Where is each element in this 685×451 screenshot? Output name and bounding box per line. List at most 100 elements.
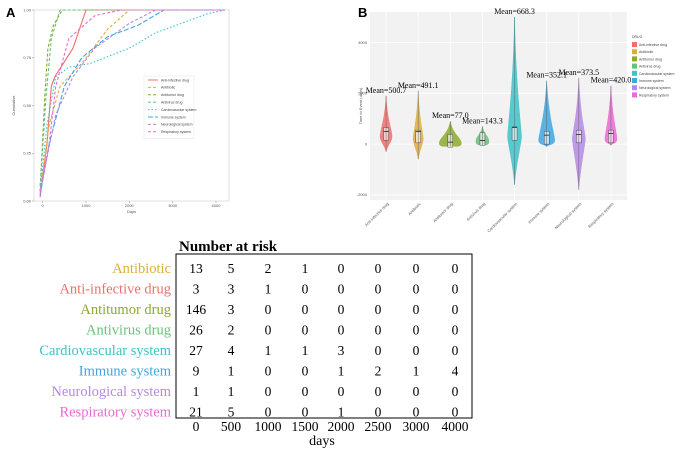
legend-label-a: Neurological system	[161, 123, 193, 127]
legend-label-b: Immune system	[639, 79, 664, 83]
x-tick-label-a: 3000	[168, 203, 178, 208]
category-label-b: Respiratory system	[587, 201, 615, 229]
legend-swatch-b	[632, 56, 637, 62]
y-tick-label-a: 1.00	[23, 7, 32, 12]
risk-cell: 3	[228, 282, 235, 297]
risk-cell: 1	[338, 405, 345, 420]
risk-table-title: Number at risk	[179, 239, 278, 255]
risk-cell: 1	[228, 364, 235, 379]
panel-b-label: B	[358, 5, 367, 20]
risk-cell: 0	[452, 343, 459, 358]
risk-cell: 0	[338, 261, 345, 276]
risk-column-label: 2500	[365, 419, 392, 434]
risk-cell: 0	[265, 323, 272, 338]
legend-label-b: Cardiovascular system	[639, 72, 674, 76]
risk-cell: 1	[338, 364, 345, 379]
risk-cell: 26	[189, 323, 203, 338]
mean-label: Mean=500.7	[366, 86, 407, 95]
series-line-immune	[39, 9, 225, 196]
panel-a-label: A	[6, 5, 16, 20]
category-label-b: Immune system	[527, 201, 551, 225]
risk-column-label: 2000	[328, 419, 355, 434]
x-tick-label-a: 2000	[125, 203, 135, 208]
y-tick-label-a: 0.75	[23, 55, 32, 60]
risk-row-label: Antitumor drug	[80, 302, 171, 318]
risk-row-label: Antibiotic	[112, 261, 171, 277]
risk-cell: 0	[452, 405, 459, 420]
risk-cell: 0	[452, 261, 459, 276]
y-axis-label-b: Time to Event (days)	[358, 87, 363, 124]
risk-cell: 0	[413, 405, 420, 420]
risk-cell: 1	[302, 343, 309, 358]
risk-column-label: 0	[193, 419, 200, 434]
risk-cell: 146	[186, 302, 207, 317]
mean-label: Mean=420.0	[591, 76, 632, 85]
category-label-b: Antitumor drug	[432, 201, 454, 223]
risk-cell: 1	[228, 384, 235, 399]
risk-cell: 0	[375, 384, 382, 399]
y-tick-label-a: 0.00	[23, 198, 32, 203]
legend-title-b: DRUG	[632, 35, 643, 39]
plot-area-a	[33, 9, 230, 202]
risk-cell: 1	[193, 384, 200, 399]
risk-column-label: 1000	[255, 419, 282, 434]
y-axis-label-a: Cumulative	[11, 95, 16, 116]
risk-cell: 3	[338, 343, 345, 358]
mean-label: Mean=668.3	[494, 7, 535, 16]
mean-label: Mean=373.5	[558, 68, 599, 77]
risk-cell: 0	[413, 323, 420, 338]
risk-cell: 4	[452, 364, 459, 379]
risk-cell: 2	[228, 323, 235, 338]
x-tick-label-a: 4000	[212, 203, 222, 208]
risk-cell: 5	[228, 405, 235, 420]
risk-cell: 0	[452, 302, 459, 317]
legend-box-a	[143, 75, 195, 139]
risk-cell: 0	[338, 323, 345, 338]
legend-label-b: Neurological system	[639, 86, 671, 90]
risk-cell: 4	[228, 343, 235, 358]
category-label-b: Antivirus drug	[465, 201, 486, 222]
risk-row-label: Immune system	[79, 364, 172, 380]
risk-cell: 0	[375, 323, 382, 338]
risk-cell: 0	[413, 282, 420, 297]
legend-label-a: Antitumor drug	[161, 93, 184, 97]
risk-cell: 0	[302, 302, 309, 317]
risk-cell: 1	[265, 343, 272, 358]
risk-column-label: 1500	[292, 419, 319, 434]
risk-cell: 3	[228, 302, 235, 317]
cumulative-line-chart: 0.00 0.25 0.50 0.75 1.00 0 1000 2000 3000 4000 Day…	[11, 7, 230, 214]
category-label-b: Cardiovascular system	[486, 201, 519, 234]
y-tick-label-b: 4000	[358, 40, 368, 45]
risk-cell: 0	[302, 282, 309, 297]
y-tick-label-b: -2000	[357, 192, 368, 197]
risk-cell: 1	[265, 282, 272, 297]
risk-cell: 21	[189, 405, 203, 420]
risk-row-label: Anti-infective drug	[59, 282, 171, 298]
risk-cell: 0	[375, 282, 382, 297]
risk-cell: 0	[265, 364, 272, 379]
mean-label: Mean=77.0	[432, 111, 469, 120]
legend-label-a: Anti-infective drug	[161, 78, 189, 82]
risk-cell: 0	[413, 343, 420, 358]
risk-cell: 0	[338, 302, 345, 317]
risk-cell: 1	[302, 261, 309, 276]
y-tick-label-b: 0	[365, 141, 368, 146]
risk-table-frame	[175, 253, 473, 419]
risk-row-label: Antivirus drug	[86, 323, 171, 339]
risk-cell: 0	[265, 405, 272, 420]
legend-swatch-b	[632, 49, 637, 55]
legend-swatch-b	[632, 78, 637, 83]
risk-cell: 0	[375, 302, 382, 317]
mean-label: Mean=143.3	[462, 116, 503, 125]
risk-cell: 0	[302, 405, 309, 420]
legend-label-b: Antibiotic	[639, 50, 653, 54]
risk-column-label: 3000	[403, 419, 430, 434]
risk-cell: 0	[413, 302, 420, 317]
x-axis-label-a: Days	[127, 209, 136, 214]
legend-label-b: Respiratory system	[639, 93, 669, 97]
x-tick-label-a: 1000	[82, 203, 92, 208]
risk-cell: 9	[193, 364, 200, 379]
risk-cell: 0	[265, 302, 272, 317]
series-line-neurological	[39, 9, 225, 192]
